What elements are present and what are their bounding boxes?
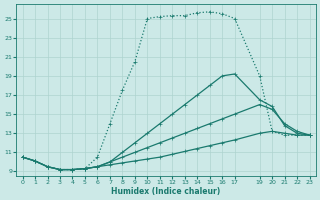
X-axis label: Humidex (Indice chaleur): Humidex (Indice chaleur) — [111, 187, 221, 196]
